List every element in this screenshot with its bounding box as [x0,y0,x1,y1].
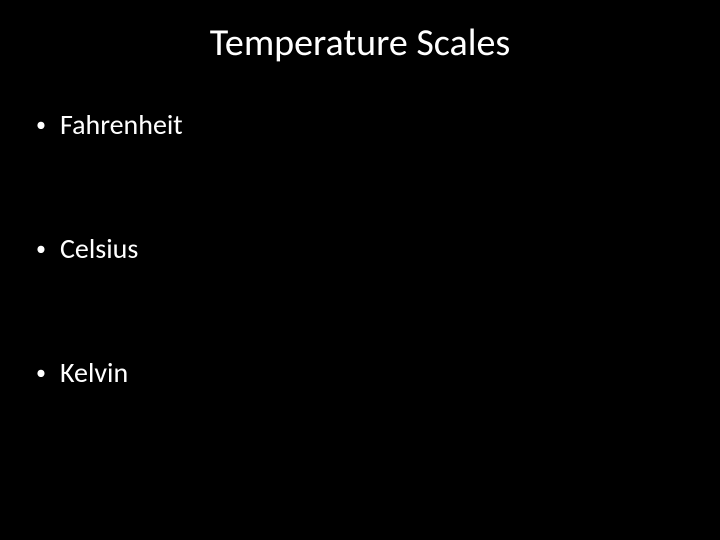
bullet-icon: • [36,232,46,266]
bullet-label: Fahrenheit [60,108,183,142]
bullet-icon: • [36,108,46,142]
bullet-list: • Fahrenheit • Celsius • Kelvin [36,108,684,480]
bullet-label: Celsius [60,232,138,266]
list-item: • Celsius [36,232,684,266]
bullet-label: Kelvin [60,356,128,390]
list-item: • Fahrenheit [36,108,684,142]
bullet-icon: • [36,356,46,390]
slide-container: Temperature Scales • Fahrenheit • Celsiu… [0,0,720,540]
slide-title: Temperature Scales [0,20,720,66]
list-item: • Kelvin [36,356,684,390]
